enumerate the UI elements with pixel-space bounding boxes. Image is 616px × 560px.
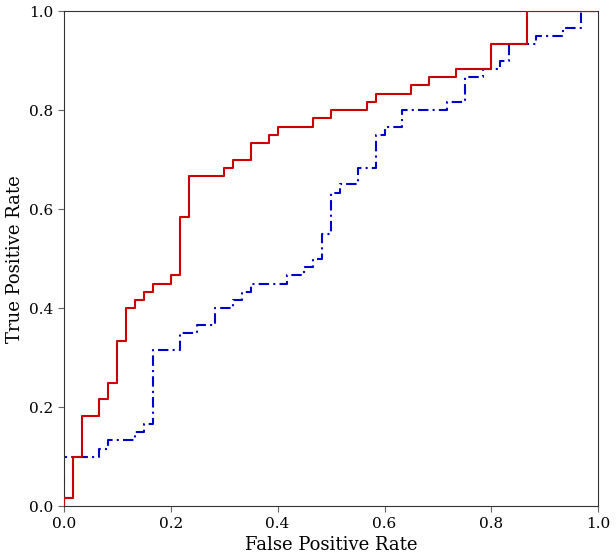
- X-axis label: False Positive Rate: False Positive Rate: [245, 536, 417, 554]
- Y-axis label: True Positive Rate: True Positive Rate: [6, 175, 23, 343]
